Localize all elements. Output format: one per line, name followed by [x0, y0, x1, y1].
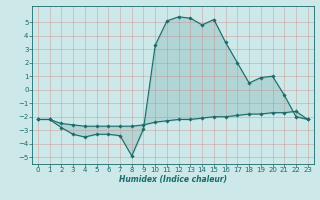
X-axis label: Humidex (Indice chaleur): Humidex (Indice chaleur)	[119, 175, 227, 184]
